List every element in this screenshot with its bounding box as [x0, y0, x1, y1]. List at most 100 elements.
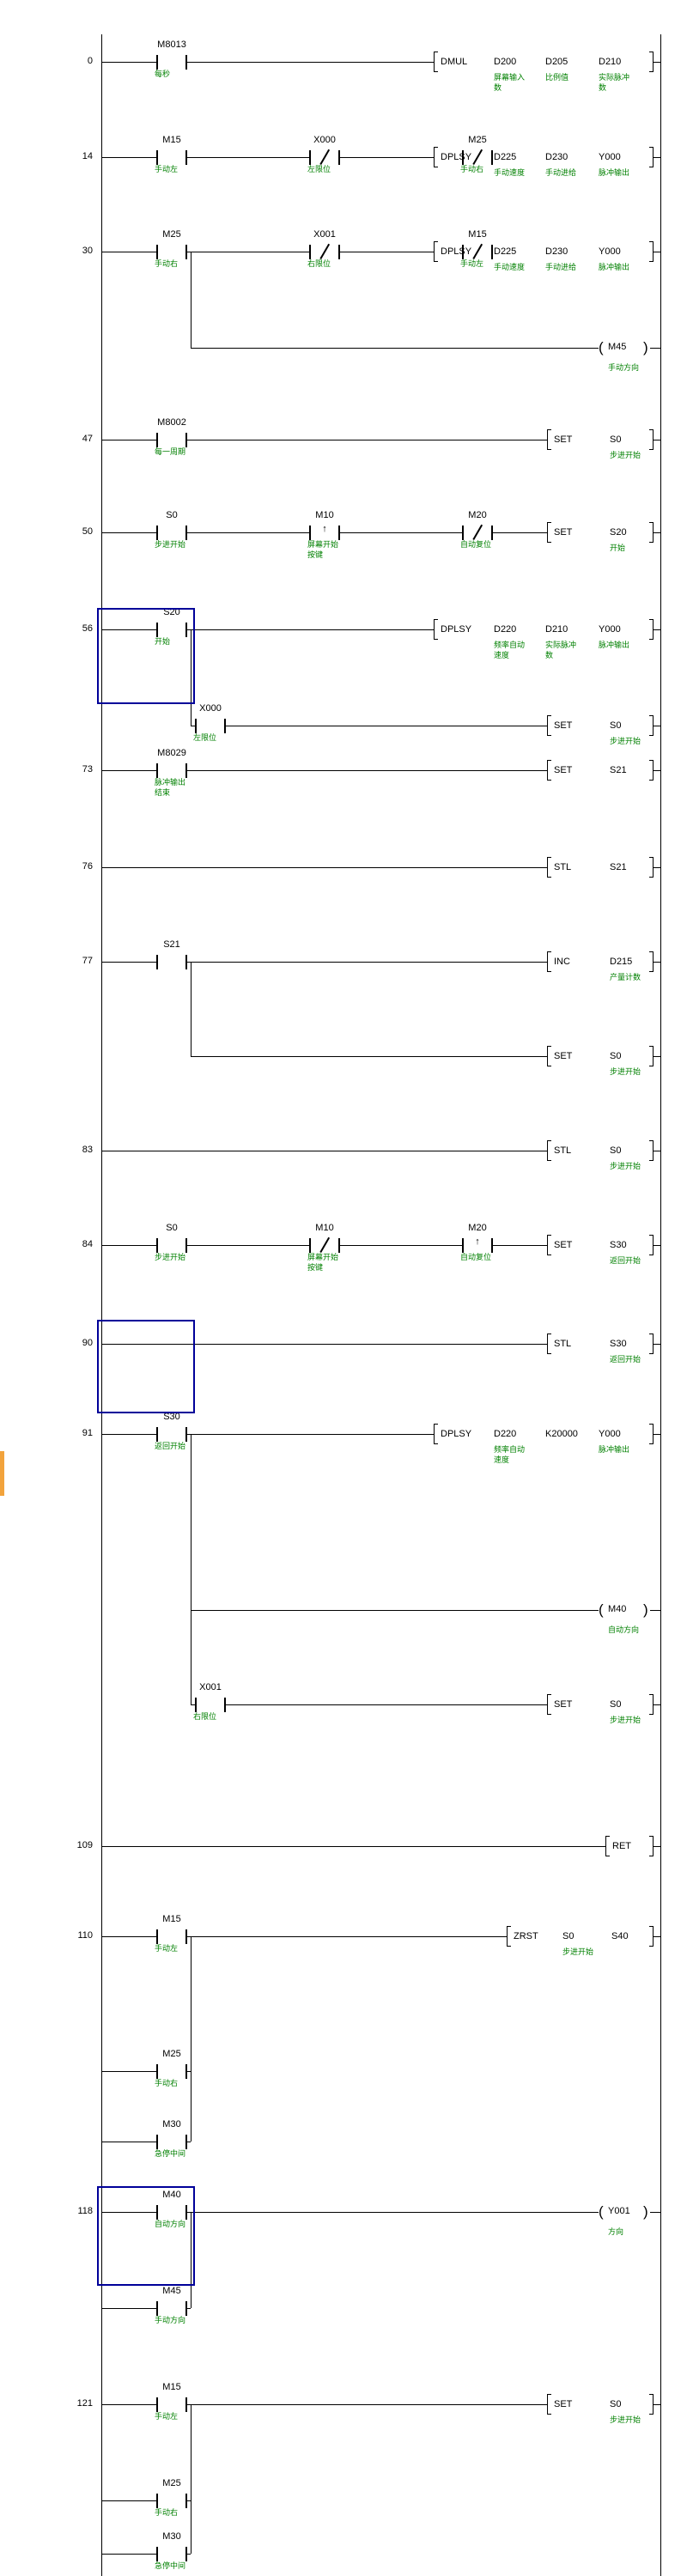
coil-M40[interactable]: (M40) 自动方向 [599, 1600, 650, 1639]
device-label: M8029 [157, 748, 186, 758]
rung-number: 47 [82, 434, 93, 444]
instruction-DPLSY-D220-K20000-Y000[interactable]: DPLSY D220 频率自动 速度 K20000 Y000 脉冲输出 [434, 1424, 654, 1464]
contact-M15[interactable]: M15 手动左 [155, 1914, 189, 1953]
wire [101, 2071, 191, 2072]
contact-X000[interactable]: X000 左限位 [307, 135, 342, 174]
instruction-bracket-right [649, 715, 654, 736]
coil-paren-left: ( [599, 2203, 604, 2220]
instruction-text: DPLSY [441, 1429, 472, 1439]
instruction-text: Y000 [599, 624, 621, 635]
wire [191, 1610, 599, 1611]
instruction-text: SET [554, 1699, 573, 1710]
contact-S0[interactable]: S0 步进开始 [155, 1223, 189, 1262]
contact-M25[interactable]: M25 手动右 [155, 229, 189, 269]
instruction-SET-S20[interactable]: SET S20 开始 [547, 522, 654, 552]
instruction-DPLSY-D225-D230-Y000[interactable]: DPLSY D225 手动速度 D230 手动进给 Y000 脉冲输出 [434, 147, 654, 177]
instruction-bracket-right [649, 147, 654, 167]
contact-M25[interactable]: M25 手动右 [155, 2478, 189, 2518]
instruction-STL-S30[interactable]: STL S30 返回开始 [547, 1334, 654, 1364]
coil-Y001[interactable]: (Y001) 方向 [599, 2202, 650, 2241]
instruction-SET-S21[interactable]: SET S21 [547, 760, 654, 781]
selection-box[interactable] [97, 2186, 195, 2286]
instruction-SET-S0[interactable]: SET S0 步进开始 [547, 715, 654, 745]
contact-M10[interactable]: ↑ M10 屏幕开始 按键 [307, 510, 342, 559]
instruction-SET-S0[interactable]: SET S0 步进开始 [547, 1694, 654, 1724]
instruction-STL-S21[interactable]: STL S21 [547, 857, 654, 878]
device-comment: 左限位 [307, 165, 331, 173]
instruction-SET-S0[interactable]: SET S0 步进开始 [547, 429, 654, 459]
instruction-text: DMUL [441, 57, 468, 67]
contact-bar [185, 2135, 187, 2149]
contact-M8013[interactable]: M8013 每秒 [155, 39, 189, 79]
operand-comment: 频率自动 速度 [494, 641, 526, 659]
contact-M10[interactable]: M10 屏幕开始 按键 [307, 1223, 342, 1272]
contact-M25[interactable]: M25 手动右 [460, 135, 495, 174]
instruction-DPLSY-D220-D210-Y000[interactable]: DPLSY D220 频率自动 速度 D210 实际脉冲 数 Y000 脉冲输出 [434, 619, 654, 659]
instruction-INC-D215[interactable]: INC D215 产量计数 [547, 951, 654, 981]
instruction-STL-S0[interactable]: STL S0 步进开始 [547, 1140, 654, 1170]
instruction-ZRST-S0-S40[interactable]: ZRST S0 步进开始 S40 [507, 1926, 654, 1956]
contact-gap [197, 723, 224, 729]
contact-bar [185, 955, 187, 969]
instruction-text: RET [612, 1841, 631, 1851]
instruction-SET-S0[interactable]: SET S0 步进开始 [547, 1046, 654, 1076]
branch-wire [191, 1434, 192, 1704]
contact-bar [224, 719, 226, 733]
instruction-bracket-left [547, 429, 551, 450]
contact-X001[interactable]: X001 右限位 [193, 1682, 228, 1722]
contact-S21[interactable]: S21 [155, 939, 189, 979]
rung-number: 73 [82, 764, 93, 775]
contact-X001[interactable]: X001 右限位 [307, 229, 342, 269]
instruction-text: SET [554, 1240, 573, 1250]
instruction-bracket-left [547, 1046, 551, 1066]
instruction-SET-S0[interactable]: SET S0 步进开始 [547, 2394, 654, 2424]
contact-bar [156, 433, 158, 447]
contact-X000[interactable]: X000 左限位 [193, 703, 228, 743]
branch-wire [191, 962, 192, 1056]
rung-number: 118 [77, 2206, 93, 2216]
contact-S0[interactable]: S0 步进开始 [155, 510, 189, 550]
branch-wire [191, 252, 192, 348]
device-label: S30 [163, 1412, 180, 1422]
device-comment: 手动右 [460, 165, 484, 173]
contact-M40[interactable]: M40 自动方向 [155, 2190, 189, 2229]
wire [191, 348, 599, 349]
contact-M15[interactable]: M15 手动左 [155, 135, 189, 174]
contact-M15[interactable]: M15 手动左 [155, 2382, 189, 2421]
instruction-DPLSY-D225-D230-Y000[interactable]: DPLSY D225 手动速度 D230 手动进给 Y000 脉冲输出 [434, 241, 654, 271]
instruction-text: D225 [494, 152, 517, 162]
contact-bar [491, 1238, 493, 1253]
contact-M45[interactable]: M45 手动方向 [155, 2286, 189, 2325]
instruction-bracket-left [547, 951, 551, 972]
selection-box[interactable] [97, 608, 195, 704]
branch-wire [191, 1936, 192, 2142]
coil-M45[interactable]: (M45) 手动方向 [599, 337, 650, 377]
operand-comment: 脉冲输出 [599, 1445, 630, 1454]
contact-S20[interactable]: S20 开始 [155, 607, 189, 647]
device-comment: 手动左 [155, 1944, 179, 1953]
contact-M20[interactable]: M20 自动复位 [460, 510, 495, 550]
instruction-DMUL-D200-D205-D210[interactable]: DMUL D200 屏幕输入 数 D205 比例值 D210 实际脉冲 数 [434, 52, 654, 92]
instruction-text: D225 [494, 246, 517, 257]
contact-M8002[interactable]: M8002 每一周期 [155, 417, 189, 457]
contact-M30[interactable]: M30 急停中间 [155, 2119, 189, 2159]
wire [654, 62, 660, 63]
contact-M15[interactable]: M15 手动左 [460, 229, 495, 269]
contact-M8029[interactable]: M8029 脉冲输出 结束 [155, 748, 189, 797]
contact-M30[interactable]: M30 急停中间 [155, 2531, 189, 2571]
instruction-RET[interactable]: RET [605, 1836, 654, 1856]
contact-bar [185, 1929, 187, 1944]
instruction-text: ZRST [514, 1931, 538, 1941]
branch-wire [191, 2212, 192, 2308]
wire [101, 629, 434, 630]
instruction-SET-S30[interactable]: SET S30 返回开始 [547, 1235, 654, 1265]
contact-S30[interactable]: S30 返回开始 [155, 1412, 189, 1451]
contact-M20[interactable]: ↑ M20 自动复位 [460, 1223, 495, 1262]
wire [101, 770, 547, 771]
selection-box[interactable] [97, 1320, 195, 1413]
device-label: M30 [162, 2531, 181, 2542]
contact-bar [185, 2494, 187, 2508]
instruction-text: Y000 [599, 1429, 621, 1439]
contact-M25[interactable]: M25 手动右 [155, 2049, 189, 2088]
instruction-text: D210 [545, 624, 568, 635]
